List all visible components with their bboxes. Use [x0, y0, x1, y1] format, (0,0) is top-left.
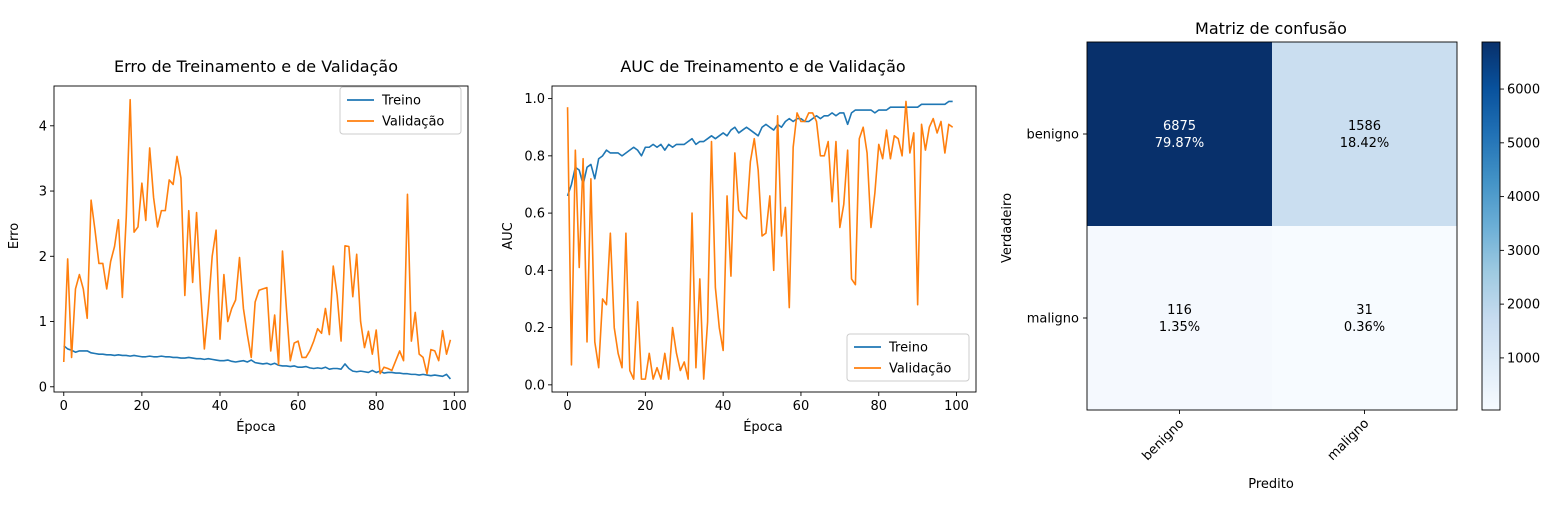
loss-chart-title: Erro de Treinamento e de Validação [114, 57, 398, 76]
auc-chart-title: AUC de Treinamento e de Validação [620, 57, 905, 76]
y-tick-label: 0.0 [524, 378, 545, 393]
cell-percent: 1.35% [1159, 320, 1200, 335]
colorbar-tick-label: 4000 [1507, 190, 1540, 205]
colorbar-tick-label: 1000 [1507, 351, 1540, 366]
x-tick-label: 60 [793, 399, 810, 414]
legend-box [339, 86, 462, 135]
colorbar-tick-label: 2000 [1507, 298, 1540, 313]
y-tick-label: 0.8 [524, 149, 545, 164]
cell-count: 31 [1356, 303, 1373, 318]
auc-chart-xlabel: Época [743, 419, 783, 435]
legend-box [846, 333, 970, 382]
series-line-0 [63, 345, 452, 380]
matrix-frame [1086, 41, 1458, 411]
y-tick-label: 0 [39, 380, 47, 395]
legend-label: Treino [888, 341, 928, 356]
colorbar-tick-label: 3000 [1507, 244, 1540, 259]
cell-count: 1586 [1348, 119, 1381, 134]
legend-label: Validação [382, 115, 444, 130]
matrix-cell [1087, 226, 1272, 410]
series-line-1 [62, 98, 452, 375]
loss-chart-ylabel: Erro [7, 223, 22, 249]
matrix-cell [1272, 42, 1457, 226]
y-tick-label: 3 [39, 185, 47, 200]
colorbar-tick-label: 6000 [1507, 83, 1540, 98]
legend-label: Treino [381, 94, 421, 109]
confusion-matrix-xlabel: Predito [1248, 477, 1294, 492]
loss-chart: Erro de Treinamento e de Validação Época… [7, 57, 469, 435]
x-tick-label: 20 [134, 399, 151, 414]
legend-label: Validação [889, 362, 951, 377]
auc-chart: AUC de Treinamento e de Validação Época … [501, 57, 977, 435]
x-tick-label: 100 [944, 399, 969, 414]
x-tick-label: 0 [563, 399, 571, 414]
y-tick-label: 2 [39, 250, 47, 265]
y-tick-label: 0.2 [524, 321, 545, 336]
confusion-matrix-title: Matriz de confusão [1195, 19, 1347, 38]
auc-chart-ylabel: AUC [501, 222, 516, 250]
cell-percent: 0.36% [1344, 320, 1385, 335]
x-tick-label: 60 [290, 399, 307, 414]
x-tick-label: maligno [1325, 416, 1373, 464]
legend: Treino Validação [339, 86, 462, 135]
colorbar-bar [1481, 41, 1501, 411]
colorbar-tick-label: 5000 [1507, 136, 1540, 151]
y-tick-label: maligno [1027, 312, 1079, 327]
matrix-cell [1272, 226, 1457, 410]
cell-count: 6875 [1163, 119, 1196, 134]
x-tick-label: 40 [715, 399, 732, 414]
cell-count: 116 [1167, 303, 1192, 318]
confusion-matrix: Matriz de confusão Predito Verdadeiro 68… [1000, 19, 1458, 492]
y-tick-label: 0.4 [524, 264, 545, 279]
plot-frame [53, 85, 469, 393]
x-tick-label: 40 [212, 399, 229, 414]
series-line-0 [566, 100, 953, 197]
colorbar: 1000 2000 3000 4000 5000 6000 [1481, 41, 1540, 411]
cell-percent: 18.42% [1340, 136, 1390, 151]
cell-percent: 79.87% [1155, 136, 1205, 151]
x-tick-label: 0 [60, 399, 68, 414]
loss-chart-xlabel: Época [236, 419, 276, 435]
y-tick-label: 4 [39, 119, 47, 134]
y-tick-label: 1 [39, 315, 47, 330]
series-line-1 [566, 100, 954, 380]
confusion-matrix-ylabel: Verdadeiro [1000, 193, 1015, 263]
x-tick-label: 80 [368, 399, 385, 414]
x-tick-label: 80 [870, 399, 887, 414]
x-tick-label: 100 [442, 399, 467, 414]
x-tick-label: 20 [637, 399, 654, 414]
y-tick-label: 0.6 [524, 207, 545, 222]
plot-frame [551, 85, 977, 393]
matrix-cell [1087, 42, 1272, 226]
legend: Treino Validação [846, 333, 970, 382]
y-tick-label: benigno [1026, 128, 1079, 143]
x-tick-label: benigno [1140, 416, 1188, 464]
y-tick-label: 1.0 [524, 92, 545, 107]
